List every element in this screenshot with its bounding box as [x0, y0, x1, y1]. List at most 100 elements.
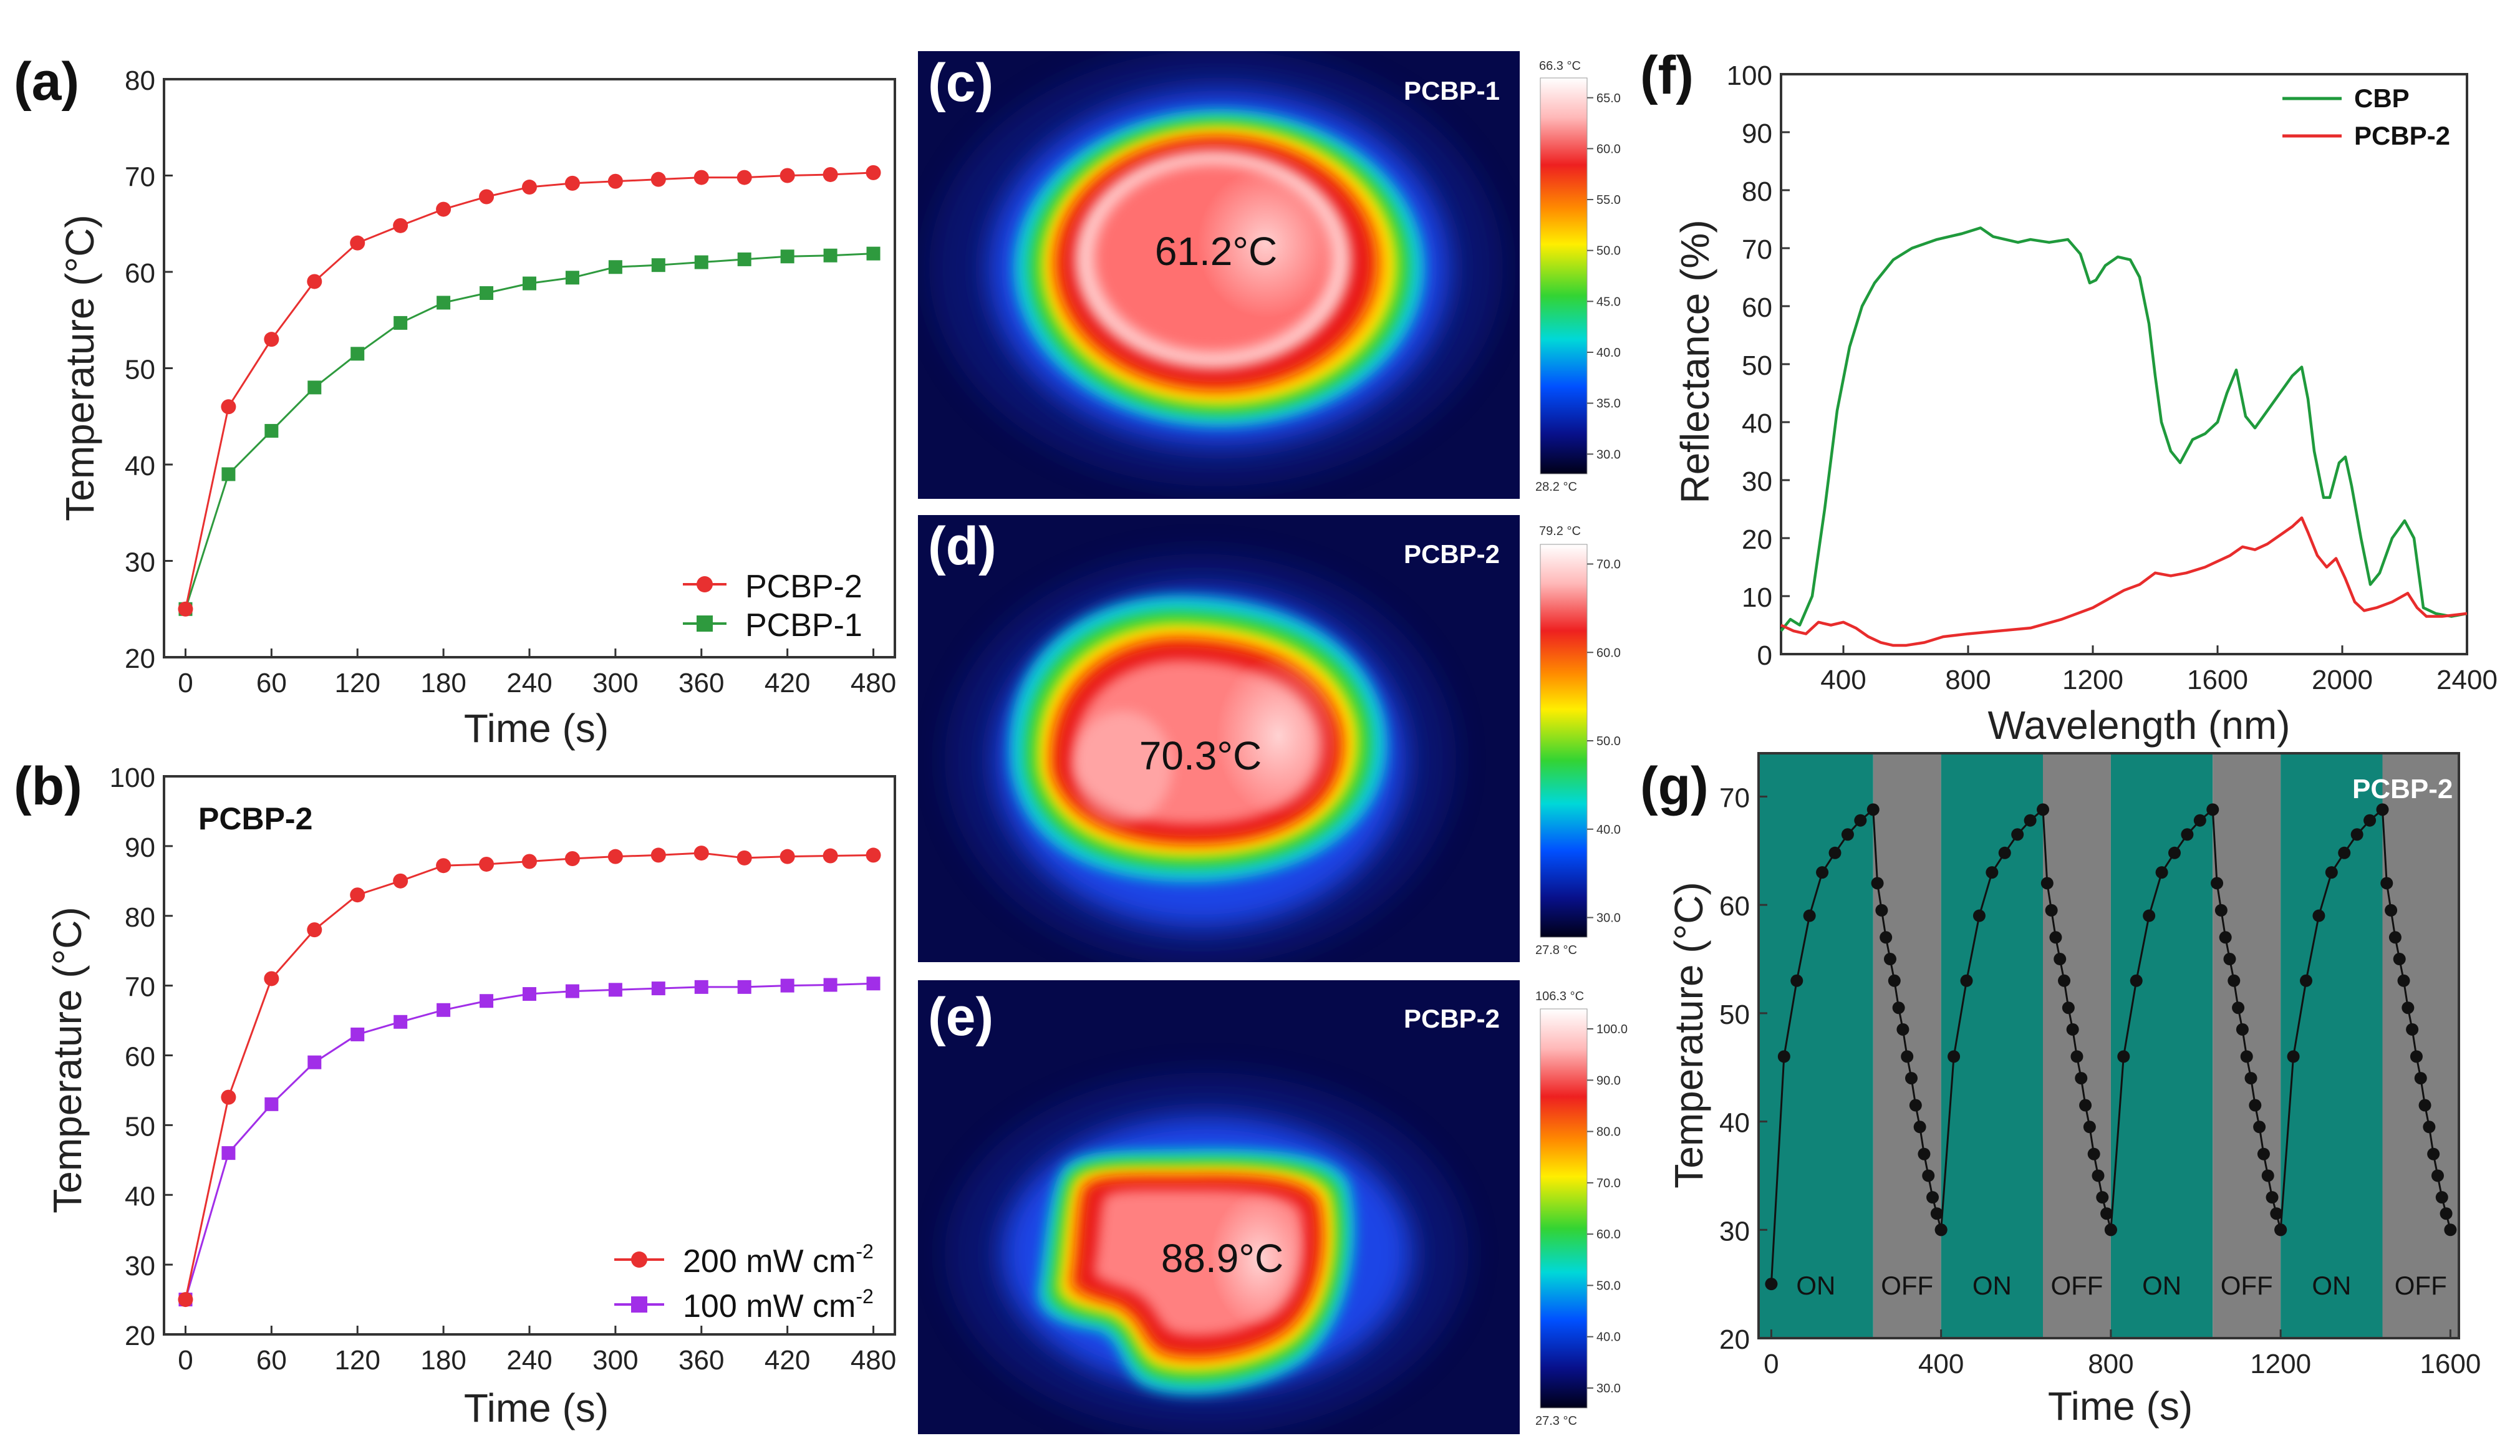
y-tick-label: 60	[125, 1042, 155, 1073]
x-tick-label: 1200	[2062, 665, 2123, 695]
pcbp-2-point	[393, 218, 408, 233]
cycle-point	[2444, 1223, 2457, 1237]
series-200mw-point	[350, 887, 365, 903]
off-label: OFF	[2395, 1271, 2447, 1300]
cycle-point	[2143, 909, 2156, 922]
scale-tick-label: 30.0	[1596, 912, 1621, 925]
y-tick-label: 20	[1719, 1324, 1750, 1355]
panel-f-x-label: Wavelength (nm)	[1988, 703, 2291, 748]
y-tick-label: 100	[110, 763, 155, 793]
on-label: ON	[2142, 1271, 2181, 1300]
pcbp-1-point	[350, 347, 365, 361]
x-tick-label: 240	[506, 1345, 552, 1376]
panel-b-y-label: Temperature (°C)	[45, 907, 90, 1213]
cycle-point	[2397, 974, 2410, 987]
panel-f: (f) 0 10 20 30 40 50 60 70 80 90 100 400 800 1200 160…	[1640, 46, 2498, 748]
series-200mw-point	[307, 922, 322, 938]
pcbp-2-point	[178, 601, 193, 617]
panel-f-legend: CBP PCBP-2	[2282, 84, 2450, 150]
cycle-point	[1816, 866, 1829, 879]
legend-label-200mw: 200 mW cm-2	[683, 1240, 874, 1280]
panel-a-x-label: Time (s)	[464, 706, 609, 751]
cycle-point	[1972, 909, 1986, 922]
cycle-point	[1934, 1223, 1948, 1237]
cycle-point	[1880, 931, 1893, 944]
scale-tick-label: 50.0	[1596, 1279, 1621, 1293]
cycle-point	[2054, 953, 2067, 966]
panel-a-x-axis: 0 60 120 180 240 300 360 420 480	[178, 648, 896, 698]
y-tick-label: 70	[1742, 234, 1772, 265]
x-tick-label: 180	[420, 668, 466, 698]
series-100mw-point	[523, 987, 536, 1001]
pcbp-2-point	[264, 332, 279, 347]
series-100mw-point	[737, 980, 751, 994]
y-tick-label: 60	[1742, 292, 1772, 323]
cycle-point	[2130, 974, 2143, 987]
cycle-point	[2168, 846, 2181, 859]
panel-f-series	[1780, 226, 2468, 647]
cycle-point	[2270, 1207, 2283, 1220]
x-tick-label: 2400	[2436, 665, 2498, 695]
series-200mw-point	[479, 856, 495, 872]
cycle-point	[2312, 909, 2325, 922]
panel-g-letter: (g)	[1640, 756, 1709, 816]
y-tick-label: 70	[125, 972, 155, 1003]
panel-d-sample-label: PCBP-2	[1404, 539, 1500, 569]
cycle-point	[2261, 1169, 2274, 1182]
panel-d-scale-max: 79.2 °C	[1539, 524, 1581, 538]
pcbp-2-point	[693, 170, 709, 185]
y-tick-label: 30	[125, 547, 155, 578]
series-200mw-point	[866, 847, 881, 863]
y-tick-label: 50	[1742, 350, 1772, 381]
pcbp-2-point	[823, 166, 838, 182]
off-band	[2043, 753, 2111, 1338]
cycle-point	[2100, 1207, 2113, 1220]
x-tick-label: 360	[678, 1345, 724, 1376]
pcbp-1-point	[823, 248, 838, 263]
panel-g-x-label: Time (s)	[2048, 1384, 2193, 1429]
y-tick-label: 30	[125, 1251, 155, 1281]
cycle-point	[2104, 1223, 2117, 1237]
pcbp-2-point	[650, 171, 666, 187]
x-tick-label: 480	[851, 668, 896, 698]
pcbp-1-point	[737, 252, 751, 266]
cycle-point	[2414, 1072, 2427, 1085]
panel-a: (a) 20 30 40 50 60 70 80 0 60 120 180 240 300 360 420…	[14, 52, 896, 751]
cycle-point	[1986, 866, 1999, 879]
scale-tick-label: 40.0	[1596, 823, 1621, 837]
y-tick-label: 70	[1719, 783, 1750, 813]
cycle-point	[2011, 828, 2024, 841]
pcbp-2-point	[607, 173, 623, 189]
series-200mw-point	[823, 848, 838, 864]
x-tick-label: 300	[592, 668, 638, 698]
cycle-point	[2380, 877, 2393, 890]
x-tick-label: 420	[765, 1345, 810, 1376]
series-100mw-point	[780, 978, 794, 993]
x-tick-label: 0	[178, 1345, 193, 1376]
panel-d-temperature-readout: 70.3°C	[1139, 733, 1262, 778]
on-band	[2281, 753, 2383, 1338]
cycle-point	[2427, 1147, 2440, 1160]
cycle-point	[1803, 909, 1816, 922]
cycle-point	[2092, 1169, 2105, 1182]
y-tick-label: 60	[125, 258, 155, 289]
legend-label-pcbp-1: PCBP-1	[745, 607, 862, 644]
scale-tick-label: 30.0	[1596, 448, 1621, 461]
series-100mw-point	[651, 981, 665, 996]
pcbp-2-point	[866, 165, 881, 180]
panel-g-on-off-bands: ON OFF ON OFF ON OFF ON OFF	[1759, 753, 2459, 1338]
series-200mw-point	[650, 847, 666, 863]
panel-g-x-axis: 0 400 800 1200 1600	[1764, 1329, 2481, 1379]
cycle-point	[2228, 974, 2241, 987]
y-tick-label: 40	[125, 451, 155, 481]
cycle-point	[2325, 866, 2338, 879]
series-200mw-point	[221, 1089, 236, 1105]
y-tick-label: 50	[125, 355, 155, 385]
cycle-point	[2249, 1099, 2262, 1112]
y-tick-label: 60	[1719, 891, 1750, 922]
cycle-point	[1998, 846, 2011, 859]
scale-tick-label: 60.0	[1596, 646, 1621, 660]
x-tick-label: 2000	[2312, 665, 2373, 695]
pcbp-1-point	[307, 380, 322, 395]
cycle-point	[2423, 1121, 2436, 1134]
